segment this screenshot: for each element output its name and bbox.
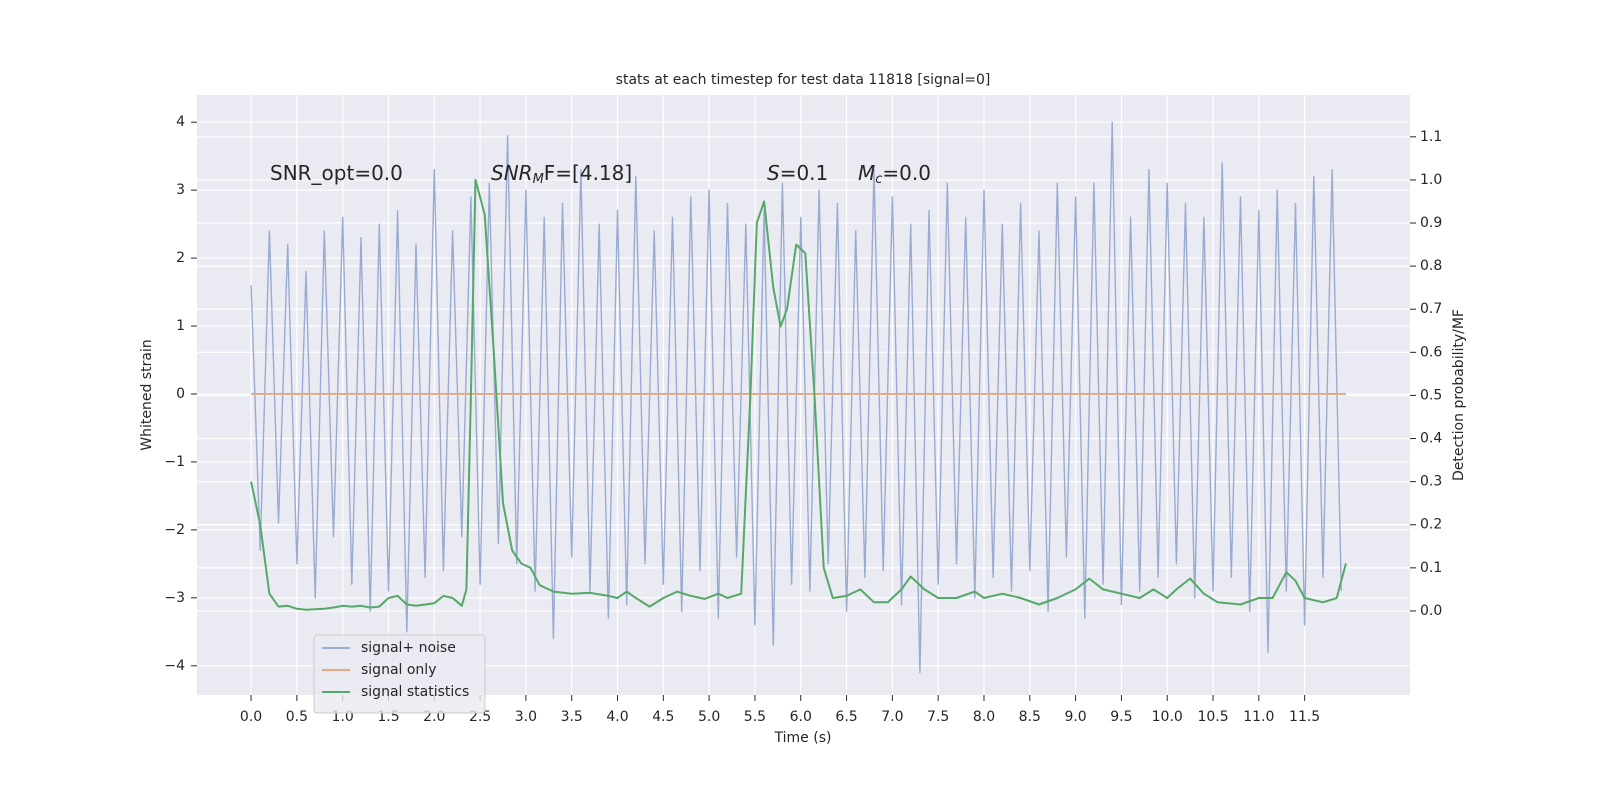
annotation: Mc=0.0 bbox=[858, 161, 931, 187]
x-tick-label: 8.5 bbox=[1019, 709, 1041, 725]
x-tick-label: 4.5 bbox=[652, 709, 674, 725]
y2-axis-label: Detection probability/MF bbox=[1451, 309, 1467, 481]
y2-tick-label: 0.5 bbox=[1420, 387, 1442, 403]
y-tick-label: 1 bbox=[176, 318, 185, 334]
x-tick-label: 3.0 bbox=[515, 709, 537, 725]
legend: signal+ noise signal only signal statistic… bbox=[313, 634, 486, 714]
y2-tick-label: 0.7 bbox=[1420, 301, 1442, 317]
annotation-part: M bbox=[533, 172, 544, 187]
x-tick-label: 3.5 bbox=[561, 709, 583, 725]
annotation-part: SNR bbox=[491, 161, 533, 185]
legend-label: signal only bbox=[361, 662, 436, 678]
y2-tick-label: 0.0 bbox=[1420, 603, 1442, 619]
y-axis-label: Whitened strain bbox=[139, 339, 155, 450]
annotation-part: =0.1 bbox=[780, 161, 829, 185]
x-tick-label: 10.0 bbox=[1152, 709, 1183, 725]
y-tick-label: 0 bbox=[176, 386, 185, 402]
x-tick-label: 5.5 bbox=[744, 709, 766, 725]
y-tick-label: −2 bbox=[164, 522, 185, 538]
x-tick-label: 5.0 bbox=[698, 709, 720, 725]
annotation-part: M bbox=[858, 161, 875, 185]
x-tick-label: 6.5 bbox=[835, 709, 857, 725]
annotation-part: =0.0 bbox=[882, 161, 931, 185]
legend-label: signal+ noise bbox=[361, 640, 456, 656]
series-line bbox=[250, 178, 1347, 611]
y-tick-label: −4 bbox=[164, 658, 185, 674]
annotation-part: c bbox=[875, 172, 882, 187]
y2-tick-label: 0.3 bbox=[1420, 474, 1442, 490]
y2-tick-label: 1.0 bbox=[1420, 172, 1442, 188]
x-tick-label: 7.0 bbox=[881, 709, 903, 725]
chart-title: stats at each timestep for test data 118… bbox=[616, 72, 991, 88]
x-tick-label: 0.5 bbox=[286, 709, 308, 725]
x-tick-label: 4.0 bbox=[606, 709, 628, 725]
x-tick-label: 10.5 bbox=[1197, 709, 1228, 725]
x-tick-label: 8.0 bbox=[973, 709, 995, 725]
y2-tick-label: 0.9 bbox=[1420, 215, 1442, 231]
annotation-part: SNR_opt=0.0 bbox=[270, 161, 403, 185]
y2-tick-label: 1.1 bbox=[1420, 129, 1442, 145]
x-tick-label: 0.0 bbox=[240, 709, 262, 725]
x-tick-label: 9.5 bbox=[1110, 709, 1132, 725]
y-tick-label: 2 bbox=[176, 250, 185, 266]
y-tick-label: −1 bbox=[164, 454, 185, 470]
x-tick-label: 11.0 bbox=[1243, 709, 1274, 725]
annotation: SNRMF=[4.18] bbox=[491, 161, 632, 187]
y-tick-label: 3 bbox=[176, 182, 185, 198]
y2-tick-label: 0.2 bbox=[1420, 517, 1442, 533]
y-tick-label: 4 bbox=[176, 114, 185, 130]
y-tick-label: −3 bbox=[164, 590, 185, 606]
y2-tick-label: 0.8 bbox=[1420, 258, 1442, 274]
legend-label: signal statistics bbox=[361, 684, 469, 700]
y2-tick-label: 0.1 bbox=[1420, 560, 1442, 576]
x-tick-label: 11.5 bbox=[1289, 709, 1320, 725]
series-line bbox=[250, 121, 1342, 674]
annotation-part: F=[4.18] bbox=[544, 161, 632, 185]
x-tick-label: 7.5 bbox=[927, 709, 949, 725]
y2-tick-label: 0.6 bbox=[1420, 344, 1442, 360]
x-tick-label: 9.0 bbox=[1064, 709, 1086, 725]
x-axis-label: Time (s) bbox=[774, 730, 832, 746]
annotation: S=0.1 bbox=[767, 161, 828, 185]
annotations: SNR_opt=0.0 SNRMF=[4.18] S=0.1 Mc=0.0 bbox=[270, 161, 931, 187]
legend-box bbox=[313, 634, 486, 714]
y2-tick-label: 0.4 bbox=[1420, 431, 1442, 447]
series-layer bbox=[250, 121, 1347, 674]
x-tick-label: 6.0 bbox=[790, 709, 812, 725]
annotation: SNR_opt=0.0 bbox=[270, 161, 403, 185]
annotation-part: S bbox=[767, 161, 780, 185]
